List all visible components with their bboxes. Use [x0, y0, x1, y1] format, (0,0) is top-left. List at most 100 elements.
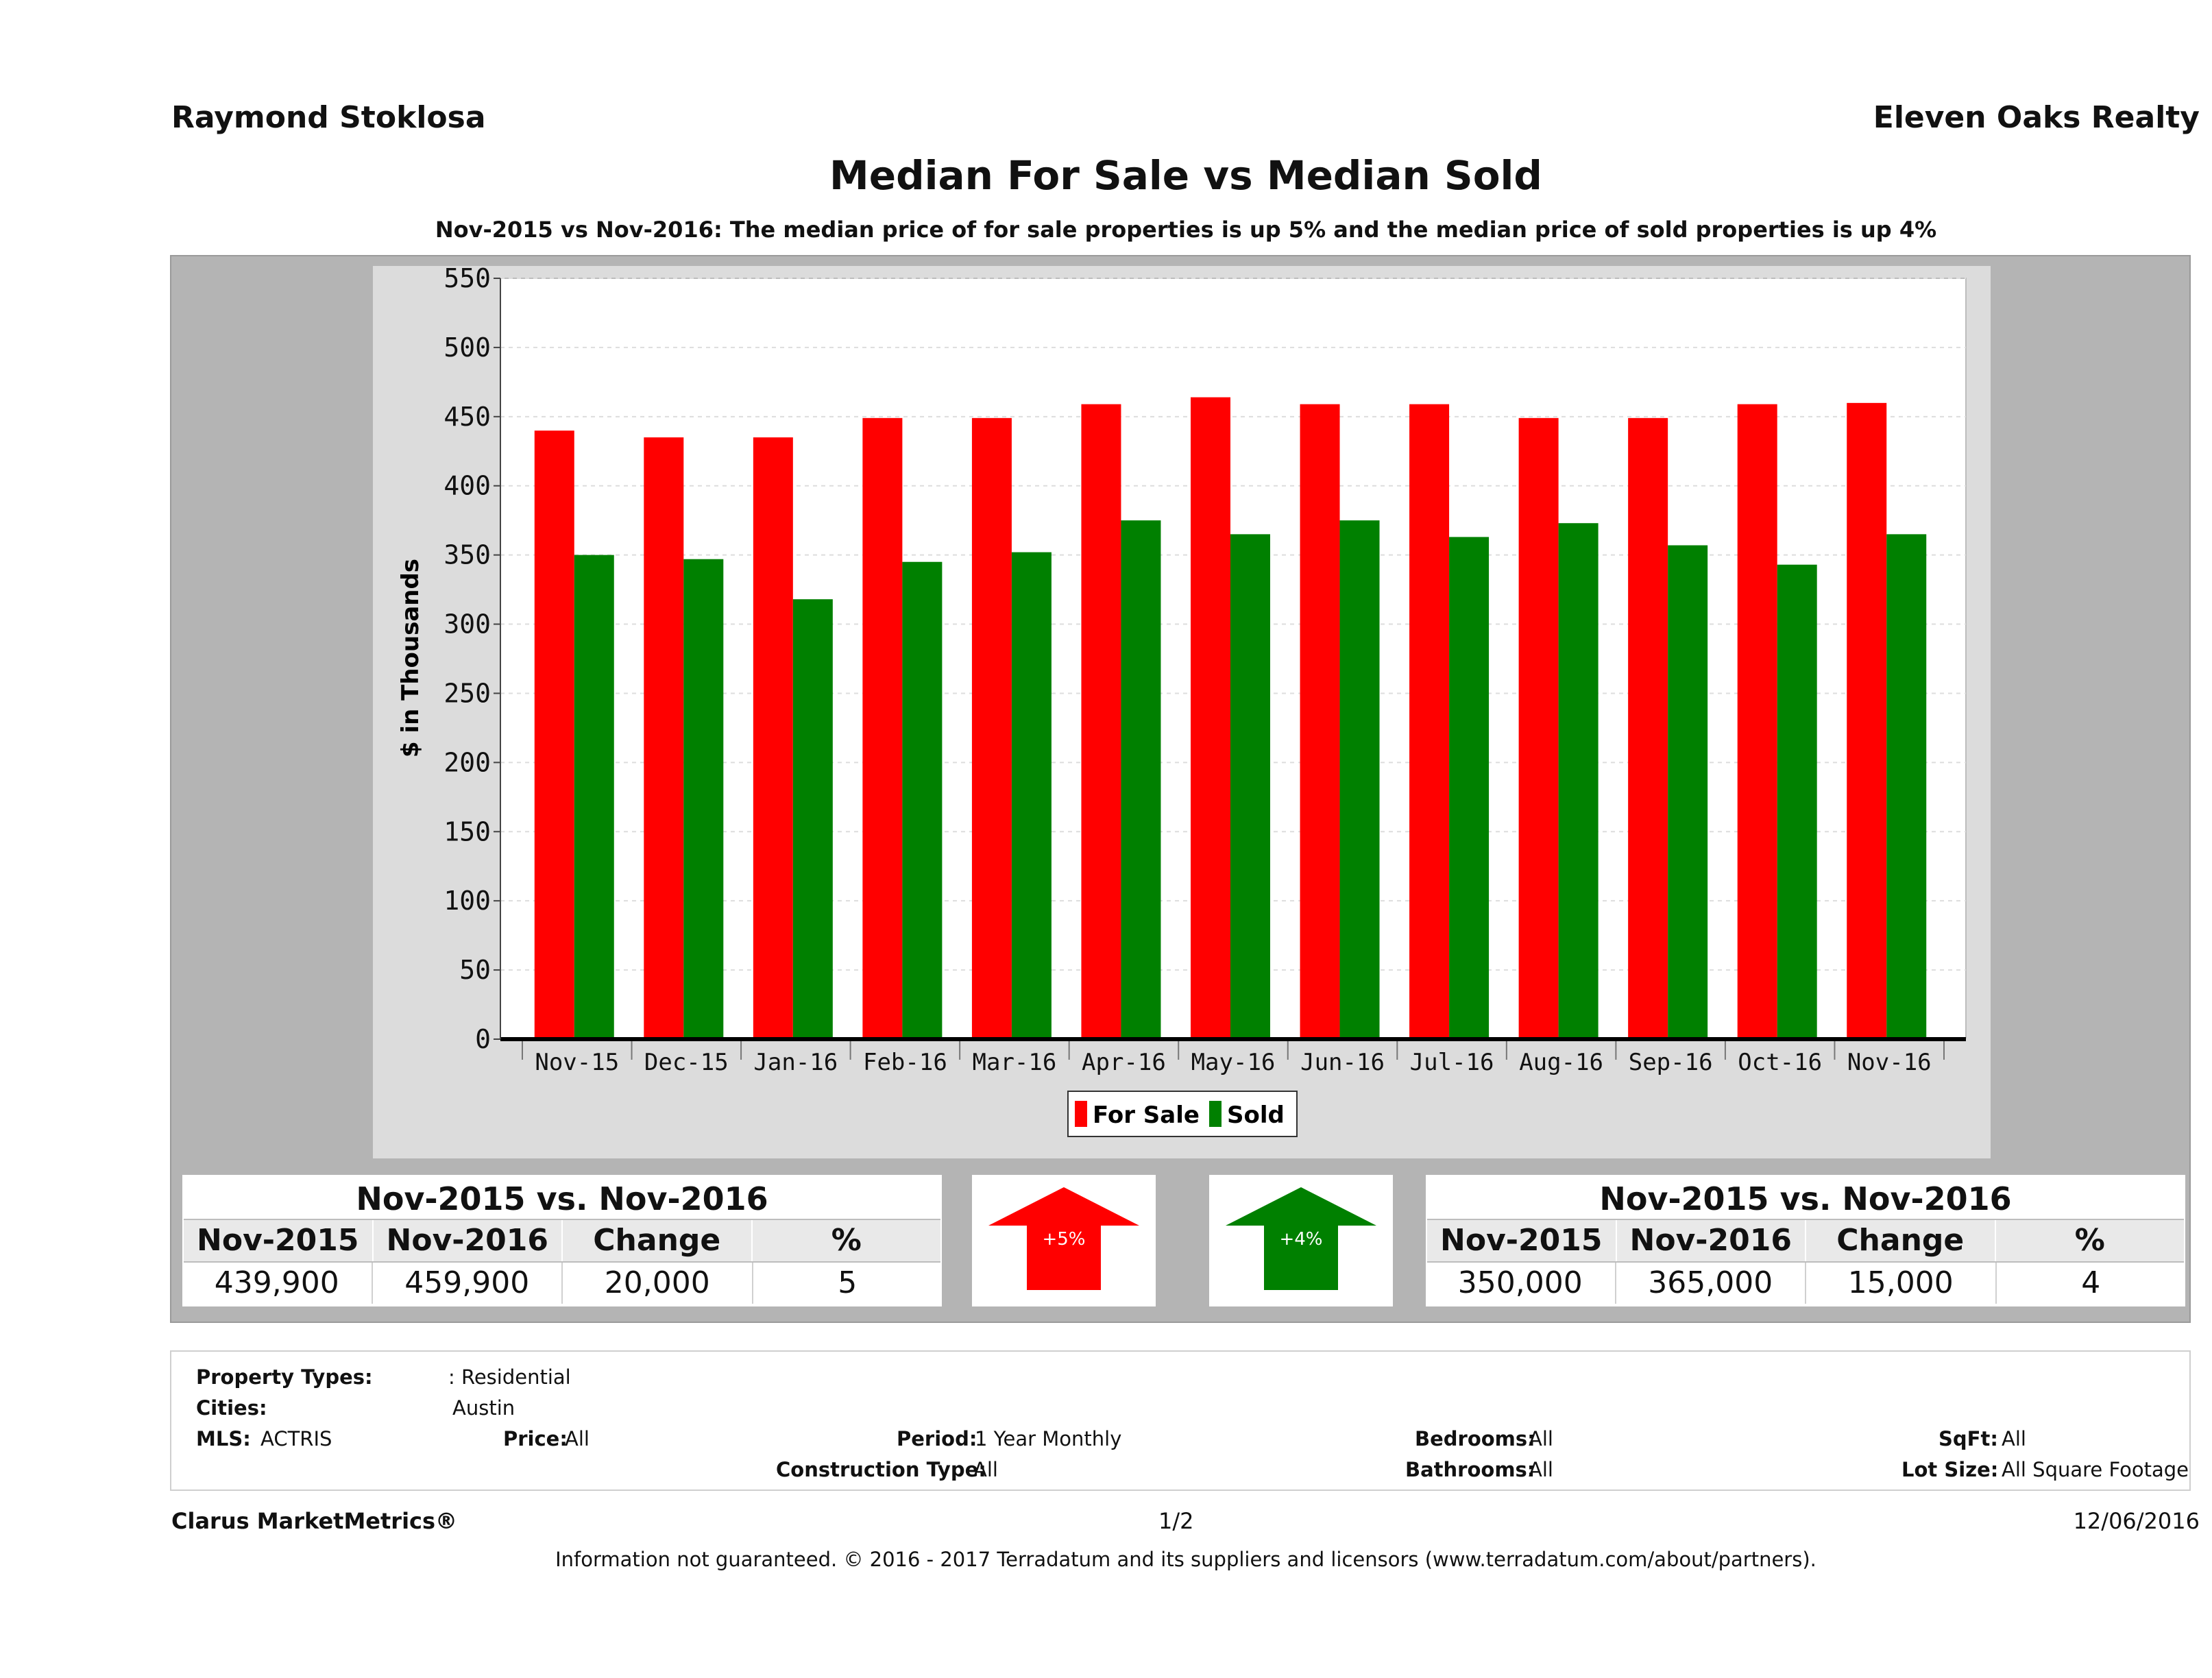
bar-sold-dec-15 [683, 559, 724, 1039]
bar-sold-mar-16 [1011, 552, 1052, 1039]
stat-value: 4 [2081, 1265, 2101, 1300]
x-tick-label: Sep-16 [1629, 1049, 1713, 1076]
bar-for-sale-feb-16 [862, 417, 903, 1039]
bar-sold-jan-16 [792, 599, 833, 1039]
stat-value: 15,000 [1806, 1263, 1997, 1304]
bathrooms-label: Bathrooms: [1405, 1458, 1535, 1481]
x-tick-label: Jul-16 [1410, 1049, 1494, 1076]
y-tick-label: 150 [443, 816, 491, 847]
sold-stats-table: Nov-2015 vs. Nov-2016 Nov-2015 Nov-2016 … [1426, 1175, 2185, 1306]
x-tick-label: Apr-16 [1082, 1049, 1166, 1076]
bedrooms-label: Bedrooms: [1415, 1427, 1535, 1450]
bar-for-sale-sep-16 [1628, 417, 1668, 1039]
bathrooms-value: All [1529, 1458, 1553, 1481]
period-value: 1 Year Monthly [975, 1427, 1122, 1450]
x-tick-label: Aug-16 [1519, 1049, 1603, 1076]
stat-col-header: Nov-2015 [1427, 1220, 1617, 1261]
stat-col-header: Nov-2016 [1617, 1220, 1806, 1261]
stat-value: 439,900 [182, 1263, 373, 1304]
report-title: Median For Sale vs Median Sold [829, 152, 1542, 199]
stat-value: 365,000 [1616, 1263, 1806, 1304]
y-tick-label: 450 [443, 402, 491, 432]
sold-stats-value-row: 350,000 365,000 15,000 4 [1426, 1263, 2185, 1304]
price-label: Price: [503, 1427, 568, 1450]
company-name: Eleven Oaks Realty [1873, 100, 2200, 135]
bar-sold-sep-16 [1668, 545, 1708, 1039]
legend-label-sold: Sold [1227, 1102, 1285, 1129]
lot-size-value: All Square Footage [2002, 1458, 2189, 1481]
y-tick-label: 300 [443, 609, 491, 640]
x-tick-label: Nov-16 [1847, 1049, 1932, 1076]
report-subtitle: Nov-2015 vs Nov-2016: The median price o… [435, 217, 1937, 243]
sqft-label: SqFt: [1938, 1427, 1998, 1450]
for-sale-stats-header-row: Nov-2015 Nov-2016 Change % [184, 1219, 940, 1263]
y-tick-label: 350 [443, 540, 491, 570]
bar-for-sale-apr-16 [1081, 404, 1121, 1039]
stat-value: 459,900 [373, 1263, 563, 1304]
x-tick-label: Oct-16 [1738, 1049, 1822, 1076]
bar-for-sale-nov-16 [1847, 402, 1887, 1039]
y-tick-label: 100 [443, 886, 491, 916]
construction-type-label: Construction Type: [776, 1458, 986, 1481]
y-axis-label: $ in Thousands [397, 559, 424, 757]
y-tick-label: 400 [443, 471, 491, 501]
agent-name: Raymond Stoklosa [171, 100, 486, 135]
x-tick-label: Feb-16 [863, 1049, 947, 1076]
x-tick-label: Mar-16 [973, 1049, 1057, 1076]
bar-for-sale-aug-16 [1518, 417, 1559, 1039]
x-tick-label: May-16 [1191, 1049, 1276, 1076]
x-tick-label: Jun-16 [1300, 1049, 1385, 1076]
for-sale-up-arrow-icon [988, 1187, 1139, 1290]
bar-chart: 0 50 100 150 200 250 300 350 400 450 500 550 Nov-15… [373, 266, 1991, 1158]
stat-col-header: Nov-2015 [184, 1220, 374, 1261]
stat-value: 350,000 [1426, 1263, 1616, 1304]
bar-for-sale-nov-15 [534, 430, 574, 1039]
y-tick-label: 500 [443, 332, 491, 363]
x-tick-label: Nov-15 [535, 1049, 619, 1076]
stat-col-header: % [831, 1223, 862, 1258]
sold-up-arrow-icon [1226, 1187, 1376, 1290]
bar-sold-aug-16 [1558, 523, 1599, 1039]
y-tick-label: 550 [443, 266, 491, 293]
bar-sold-may-16 [1230, 534, 1270, 1039]
lot-size-label: Lot Size: [1901, 1458, 1999, 1481]
for-sale-stats-table: Nov-2015 vs. Nov-2016 Nov-2015 Nov-2016 … [182, 1175, 942, 1306]
legend-frame [1067, 1091, 1298, 1137]
price-value: All [565, 1427, 590, 1450]
stat-col-header: Change [1806, 1220, 1996, 1261]
mls-value: ACTRIS [260, 1427, 332, 1450]
legend-swatch-for-sale [1075, 1101, 1087, 1127]
bar-sold-apr-16 [1121, 520, 1161, 1039]
x-tick-label: Jan-16 [753, 1049, 838, 1076]
x-tick-label: Dec-15 [644, 1049, 729, 1076]
bar-for-sale-dec-15 [644, 437, 684, 1039]
y-tick-label: 200 [443, 747, 491, 777]
up-arrow-icon: +5% [988, 1187, 1139, 1290]
sold-stats-header-row: Nov-2015 Nov-2016 Change % [1427, 1219, 2184, 1263]
legend-swatch-sold [1209, 1101, 1222, 1127]
for-sale-arrow-label: +5% [1042, 1229, 1085, 1250]
legend: For Sale Sold [1067, 1091, 1298, 1137]
construction-type-value: All [973, 1458, 998, 1481]
sold-arrow-label: +4% [1279, 1229, 1322, 1250]
stat-value: 20,000 [563, 1263, 753, 1304]
report-date: 12/06/2016 [2073, 1508, 2200, 1534]
stat-value: 5 [838, 1265, 858, 1300]
stat-col-header: Nov-2016 [374, 1220, 563, 1261]
for-sale-arrow-box: +5% [972, 1175, 1156, 1306]
disclaimer: Information not guaranteed. © 2016 - 201… [555, 1548, 1816, 1571]
sqft-value: All [2002, 1427, 2026, 1450]
y-tick-label: 50 [459, 955, 491, 985]
sold-arrow-box: +4% [1209, 1175, 1393, 1306]
bar-for-sale-jun-16 [1300, 404, 1340, 1039]
y-tick-label: 250 [443, 678, 491, 708]
bar-for-sale-may-16 [1191, 397, 1230, 1039]
sold-stats-heading: Nov-2015 vs. Nov-2016 [1599, 1180, 2012, 1217]
cities-value: Austin [452, 1396, 515, 1420]
for-sale-stats-heading: Nov-2015 vs. Nov-2016 [356, 1180, 768, 1217]
search-criteria: Property Types: : Residential Cities: Au… [170, 1350, 2191, 1491]
bar-sold-oct-16 [1777, 564, 1817, 1039]
bar-sold-feb-16 [902, 561, 943, 1039]
bar-sold-nov-16 [1886, 534, 1927, 1039]
property-types-value: : Residential [448, 1365, 571, 1389]
